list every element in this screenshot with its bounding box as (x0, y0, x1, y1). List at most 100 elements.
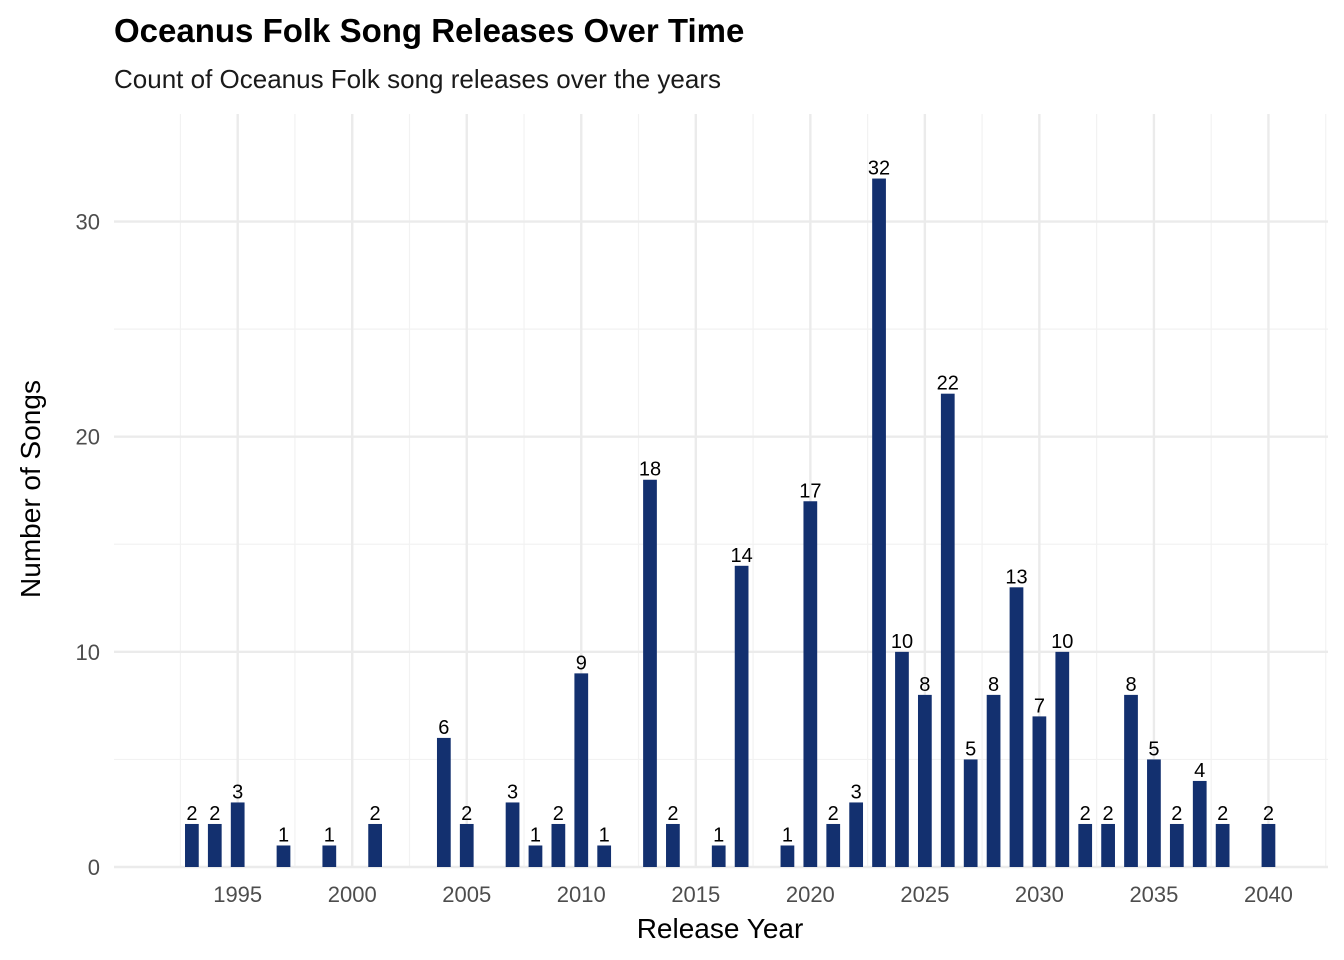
data-label: 2 (553, 803, 564, 825)
data-label: 2 (828, 803, 839, 825)
x-tick-label: 2035 (1129, 882, 1178, 907)
bar (780, 845, 795, 867)
bar (643, 479, 657, 867)
data-label: 6 (438, 717, 449, 739)
data-label: 10 (891, 631, 913, 653)
data-label: 1 (782, 824, 793, 846)
data-label: 1 (599, 824, 610, 846)
chart-subtitle: Count of Oceanus Folk song releases over… (114, 64, 721, 94)
bar (1192, 780, 1207, 867)
bar (1009, 587, 1024, 867)
data-label: 10 (1051, 631, 1073, 653)
y-tick-label: 0 (88, 855, 100, 880)
bar (1261, 823, 1276, 867)
bar (436, 737, 451, 867)
x-tick-label: 2005 (442, 882, 491, 907)
bar (368, 823, 382, 867)
data-label: 1 (278, 824, 289, 846)
data-label: 2 (1217, 803, 1228, 825)
y-tick-label: 20 (76, 425, 100, 450)
bar (1032, 716, 1047, 867)
bar (1124, 694, 1138, 867)
bar (711, 845, 726, 867)
data-label: 2 (1171, 803, 1182, 825)
bar (666, 823, 680, 867)
x-axis-ticks: 1995 2000 2005 2010 2015 2020 2025 2030 2035 2040 (213, 882, 1293, 907)
y-tick-label: 10 (76, 640, 100, 665)
data-label: 2 (1080, 803, 1091, 825)
bar (872, 178, 886, 868)
data-label: 2 (1263, 803, 1274, 825)
data-label: 3 (851, 781, 862, 803)
bar (1078, 823, 1093, 867)
bar (528, 845, 543, 867)
bar (917, 694, 932, 867)
data-label: 1 (324, 824, 335, 846)
bar (505, 802, 520, 867)
data-label: 22 (937, 373, 959, 395)
x-tick-label: 2020 (786, 882, 835, 907)
x-tick-label: 2030 (1015, 882, 1064, 907)
data-label: 17 (799, 480, 821, 502)
data-label: 8 (919, 674, 930, 696)
bar (1055, 651, 1070, 867)
data-label: 7 (1034, 695, 1045, 717)
bar (551, 823, 566, 867)
data-label: 3 (507, 781, 518, 803)
y-axis-ticks: 0 10 20 30 (76, 210, 100, 880)
bar (940, 393, 955, 867)
grid-lines (114, 114, 1328, 869)
data-label: 2 (209, 803, 220, 825)
bar (574, 673, 589, 867)
bar (963, 759, 978, 867)
bar (322, 845, 337, 867)
data-label: 9 (576, 652, 587, 674)
data-label: 2 (186, 803, 197, 825)
x-tick-label: 2040 (1244, 882, 1293, 907)
data-label: 13 (1005, 566, 1027, 588)
data-label: 2 (461, 803, 472, 825)
bar (459, 823, 474, 867)
data-label: 2 (370, 803, 381, 825)
bar (1101, 823, 1115, 867)
data-label: 18 (639, 459, 661, 481)
x-axis-label: Release Year (637, 913, 804, 944)
bar (826, 823, 841, 867)
data-label: 1 (530, 824, 541, 846)
bar (185, 823, 199, 867)
data-label: 3 (232, 781, 243, 803)
data-label: 14 (730, 545, 752, 567)
x-tick-label: 2000 (328, 882, 377, 907)
x-tick-label: 2015 (671, 882, 720, 907)
x-tick-label: 2025 (900, 882, 949, 907)
data-label: 8 (988, 674, 999, 696)
y-axis-label: Number of Songs (15, 380, 46, 598)
bar (230, 802, 245, 867)
bar (276, 845, 291, 867)
bar (207, 823, 222, 867)
y-tick-label: 30 (76, 210, 100, 235)
chart-title: Oceanus Folk Song Releases Over Time (114, 12, 745, 49)
bar (986, 694, 1001, 867)
data-label: 5 (965, 738, 976, 760)
x-tick-label: 2010 (557, 882, 606, 907)
data-label: 1 (713, 824, 724, 846)
bar (849, 802, 864, 867)
bar (803, 501, 818, 867)
bar (597, 845, 612, 867)
data-label: 5 (1148, 738, 1159, 760)
bar (1147, 759, 1161, 867)
bar (895, 651, 909, 867)
bar (1169, 823, 1184, 867)
bar (1215, 823, 1230, 867)
data-label: 2 (1103, 803, 1114, 825)
x-tick-label: 1995 (213, 882, 262, 907)
data-label: 2 (667, 803, 678, 825)
data-label: 4 (1194, 760, 1205, 782)
data-label: 8 (1125, 674, 1136, 696)
bar (734, 565, 749, 867)
data-label: 32 (868, 158, 890, 180)
bars (185, 178, 1276, 868)
